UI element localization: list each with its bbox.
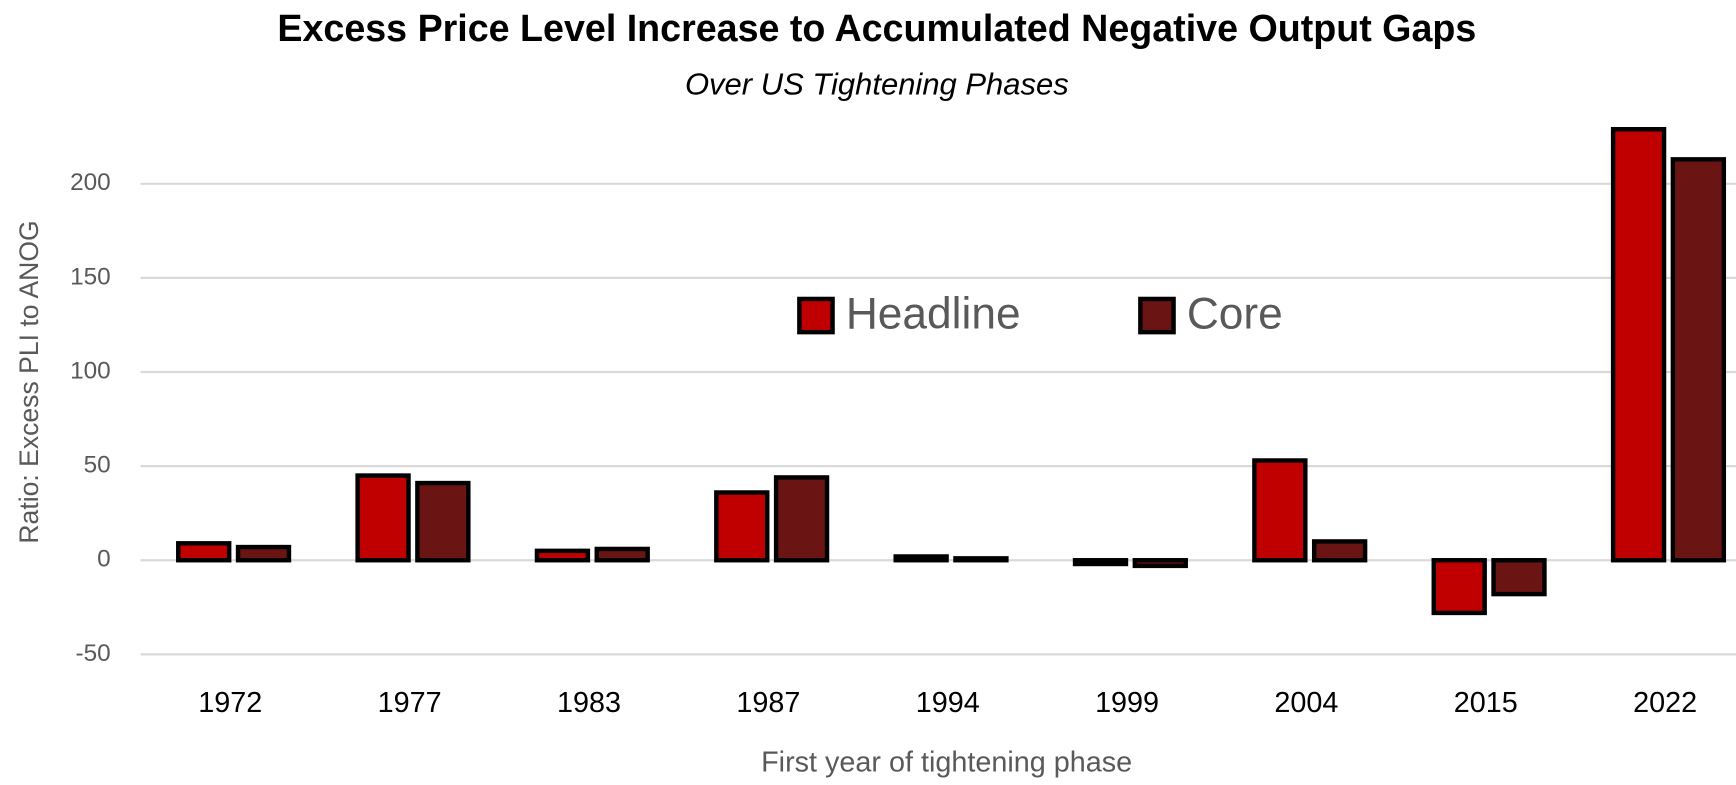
chart-title: Excess Price Level Increase to Accumulat… xyxy=(277,7,1476,49)
x-tick-label: 1987 xyxy=(736,687,800,719)
bar xyxy=(355,473,411,563)
x-axis-label: First year of tightening phase xyxy=(761,747,1132,779)
bar xyxy=(235,544,292,563)
x-tick-label: 2004 xyxy=(1274,687,1338,719)
bar xyxy=(1132,558,1188,569)
bar xyxy=(1431,558,1487,616)
bar xyxy=(415,480,471,563)
legend-swatch xyxy=(797,296,835,335)
y-tick-label: 200 xyxy=(70,169,111,196)
bar xyxy=(773,475,830,563)
legend-label: Headline xyxy=(846,289,1021,338)
x-tick-label: 2015 xyxy=(1454,687,1518,719)
chart-subtitle: Over US Tightening Phases xyxy=(685,67,1069,102)
x-tick-label: 1977 xyxy=(378,687,442,719)
x-tick-label: 1972 xyxy=(198,687,262,719)
y-axis-label: Ratio: Excess PLI to ANOG xyxy=(14,220,44,543)
y-tick-label: 50 xyxy=(84,452,111,479)
bar xyxy=(893,554,949,563)
y-tick-label: 100 xyxy=(70,357,111,384)
x-tick-label: 1983 xyxy=(557,687,621,719)
bar xyxy=(1072,558,1129,567)
x-tick-label: 1994 xyxy=(916,687,980,719)
bar xyxy=(1491,558,1547,597)
x-tick-label: 2022 xyxy=(1633,687,1697,719)
bar xyxy=(534,548,591,563)
bar xyxy=(1252,458,1308,563)
legend-swatch xyxy=(1138,296,1176,335)
y-tick-label: -50 xyxy=(76,640,111,667)
bar xyxy=(1670,157,1727,563)
bar xyxy=(1610,127,1667,563)
y-tick-label: 150 xyxy=(70,263,111,290)
y-tick-label: 0 xyxy=(97,546,111,573)
x-tick-label: 1999 xyxy=(1095,687,1159,719)
bar xyxy=(1311,539,1368,563)
bar xyxy=(953,556,1009,563)
bar xyxy=(176,541,232,563)
legend-label: Core xyxy=(1187,289,1283,338)
bar xyxy=(594,546,650,563)
bar xyxy=(714,490,770,563)
